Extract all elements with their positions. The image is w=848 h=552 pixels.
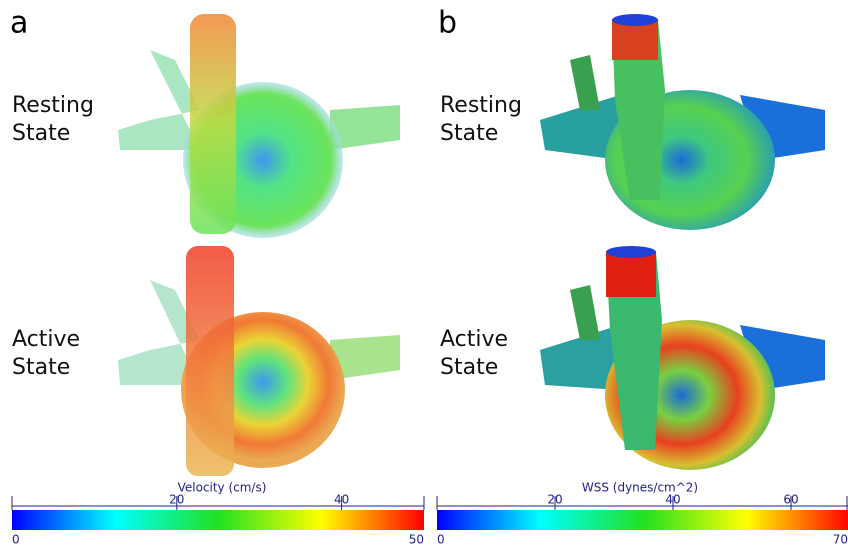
panel-label: a bbox=[10, 6, 28, 41]
colorbar-tick-label: 40 bbox=[334, 493, 349, 507]
colorbar-end-label: 0 bbox=[437, 533, 445, 547]
colorbar-gradient bbox=[437, 510, 848, 530]
vessel-render bbox=[118, 14, 400, 238]
row-label: State bbox=[12, 355, 70, 380]
panel-label: b bbox=[438, 6, 457, 41]
colorbar-tick-label: 20 bbox=[547, 493, 562, 507]
row-label: Resting bbox=[440, 93, 522, 118]
vessel-render bbox=[540, 246, 825, 470]
row-label: State bbox=[12, 121, 70, 146]
colorbar-end-label: 70 bbox=[833, 533, 848, 547]
colorbar: Velocity (cm/s) 20 40 0 50 bbox=[12, 481, 424, 547]
colorbar-end-label: 50 bbox=[409, 533, 424, 547]
row-label: Active bbox=[12, 327, 80, 352]
colorbar-gradient bbox=[12, 510, 424, 530]
colorbar-tick-label: 60 bbox=[783, 493, 798, 507]
vessel-render bbox=[118, 246, 400, 476]
colorbar: WSS (dynes/cm^2) 20 40 60 0 70 bbox=[437, 481, 848, 547]
row-label: State bbox=[440, 355, 498, 380]
colorbar-tick-label: 20 bbox=[169, 493, 184, 507]
row-label: State bbox=[440, 121, 498, 146]
colorbar-end-label: 0 bbox=[12, 533, 20, 547]
colorbar-title: Velocity (cm/s) bbox=[178, 481, 267, 495]
vessel-render bbox=[540, 14, 825, 230]
figure: a b Resting State Active State Resting S… bbox=[0, 0, 848, 548]
row-label: Resting bbox=[12, 93, 94, 118]
colorbar-tick-label: 40 bbox=[665, 493, 680, 507]
row-label: Active bbox=[440, 327, 508, 352]
colorbar-title: WSS (dynes/cm^2) bbox=[582, 481, 698, 495]
